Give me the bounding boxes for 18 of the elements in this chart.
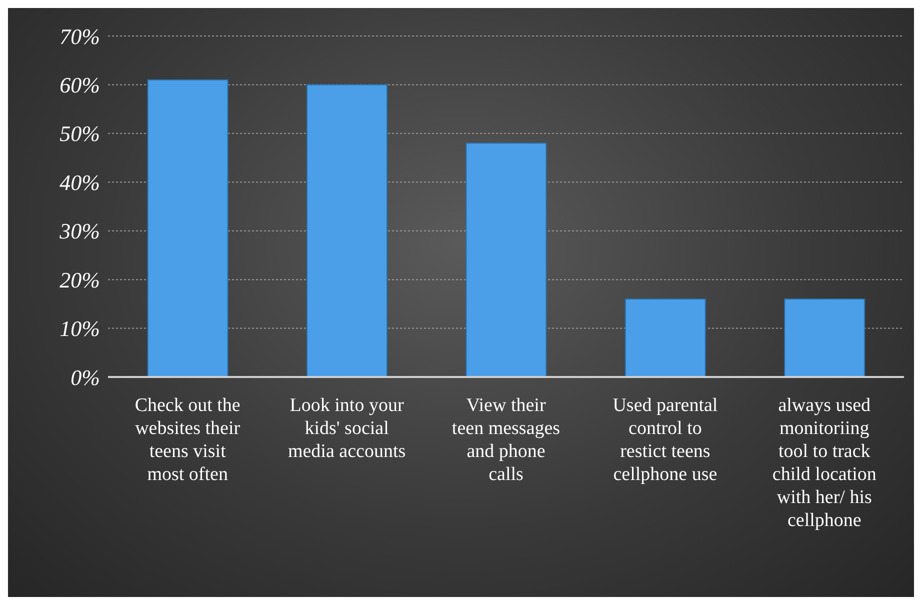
y-tick-label: 10% [60,316,100,342]
x-tick-label: Check out the websites their teens visit most often [134,395,241,485]
bar [147,79,228,377]
bar [784,298,866,377]
y-tick-label: 70% [60,24,100,49]
x-tick-label: Used parental control to restict teens cellphone use [612,395,718,485]
bar [624,298,706,377]
y-tick-label: 40% [60,170,100,195]
y-tick-label: 20% [60,267,100,292]
x-tick-label: View their teen messages and phone calls [452,395,560,485]
y-tick-label: 50% [60,121,100,146]
x-tick-label: Look into your kids' social media accounts [288,395,406,462]
y-tick-label: 60% [60,72,100,98]
bar [306,84,388,377]
y-tick-label: 30% [58,218,100,244]
y-tick-label: 0% [70,364,100,390]
x-tick-label: always used monitoriing tool to track child location with her/ his cellphone [772,395,877,531]
bar [466,142,547,377]
